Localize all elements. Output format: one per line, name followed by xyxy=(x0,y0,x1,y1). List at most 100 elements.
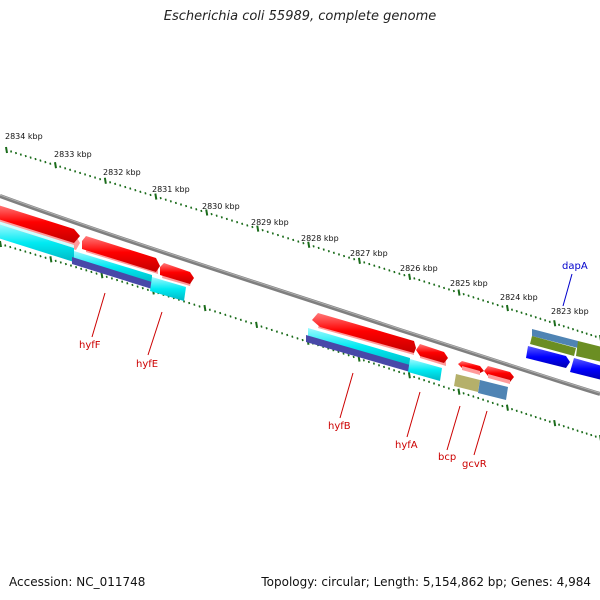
outer-tick-minor xyxy=(195,208,198,211)
outer-tick-minor xyxy=(14,151,17,155)
outer-tick-minor xyxy=(312,245,315,248)
outer-tick-minor xyxy=(261,229,264,232)
outer-tick-minor xyxy=(581,330,584,334)
ruler-label-2828: 2828 kbp xyxy=(301,234,339,243)
gene-hyfF-reverse[interactable] xyxy=(0,221,74,262)
outer-tick-minor xyxy=(383,267,386,271)
outer-tick-minor xyxy=(230,219,234,222)
outer-tick-minor xyxy=(594,335,597,338)
outer-tick-major xyxy=(505,304,509,312)
inner-tick-minor xyxy=(520,411,523,414)
outer-tick-minor xyxy=(292,238,295,242)
outer-tick-minor xyxy=(225,217,228,221)
outer-tick-minor xyxy=(236,220,239,224)
inner-tick-minor xyxy=(105,275,108,278)
outer-tick-minor xyxy=(241,222,244,225)
ruler-label-2832: 2832 kbp xyxy=(103,168,141,177)
inner-tick-minor xyxy=(301,338,304,342)
outer-tick-minor xyxy=(393,270,396,274)
outer-tick-minor xyxy=(271,232,274,235)
outer-tick-minor xyxy=(24,154,27,158)
gene-small-forward-1[interactable] xyxy=(160,263,194,286)
outer-tick-minor xyxy=(388,269,391,272)
outer-tick-minor xyxy=(215,214,218,217)
inner-tick-minor xyxy=(433,382,436,385)
inner-tick-minor xyxy=(491,401,494,405)
outer-tick-minor xyxy=(363,261,366,264)
gene-label-hyfF[interactable]: hyfF xyxy=(79,340,101,351)
accession-text: Accession: NC_011748 xyxy=(9,575,146,589)
outer-tick-minor xyxy=(317,246,320,250)
gene-label-gcvR[interactable]: gcvR xyxy=(462,459,487,470)
outer-tick-minor xyxy=(337,253,340,256)
inner-tick-minor xyxy=(291,335,294,338)
inner-tick-major xyxy=(457,388,461,395)
outer-tick-minor xyxy=(99,177,102,181)
leader-hyfE xyxy=(147,311,163,356)
gene-hyfB-forward[interactable] xyxy=(312,313,416,355)
outer-tick-track xyxy=(5,146,600,342)
gene-hyfA-forward[interactable] xyxy=(416,344,448,366)
outer-tick-minor xyxy=(525,313,528,316)
outer-tick-minor xyxy=(282,235,285,238)
outer-tick-minor xyxy=(49,162,52,165)
outer-tick-minor xyxy=(149,193,152,197)
outer-tick-minor xyxy=(59,165,62,168)
outer-tick-minor xyxy=(79,171,82,175)
gene-label-dapA[interactable]: dapA xyxy=(562,261,588,272)
inner-tick-minor xyxy=(95,272,98,275)
outer-tick-minor xyxy=(482,299,485,302)
inner-tick-minor xyxy=(571,427,574,431)
outer-tick-minor xyxy=(29,156,32,159)
outer-tick-minor xyxy=(590,333,593,337)
inner-tick-minor xyxy=(544,418,547,422)
gene-label-hyfA[interactable]: hyfA xyxy=(395,440,418,451)
gene-label-hyfE[interactable]: hyfE xyxy=(136,359,158,370)
outer-tick-minor xyxy=(585,332,588,335)
inner-tick-minor xyxy=(198,305,201,308)
gene-label-bcp[interactable]: bcp xyxy=(438,452,456,463)
outer-tick-minor xyxy=(210,212,213,216)
inner-tick-minor xyxy=(496,403,499,406)
gene-olive-right[interactable] xyxy=(576,341,600,362)
inner-tick-major xyxy=(0,240,2,248)
inner-tick-minor xyxy=(590,433,593,437)
inner-tick-minor xyxy=(34,253,37,256)
gene-label-hyfB[interactable]: hyfB xyxy=(328,421,351,432)
outer-tick-minor xyxy=(496,303,499,307)
gene-blue-2[interactable] xyxy=(570,358,600,380)
gene-blue-1[interactable] xyxy=(526,346,570,368)
outer-tick-minor xyxy=(246,224,249,227)
outer-tick-minor xyxy=(159,196,162,200)
inner-tick-minor xyxy=(131,283,134,287)
inner-tick-minor xyxy=(352,355,355,359)
leader-hyfB xyxy=(339,372,354,419)
gene-gcvR-reverse[interactable] xyxy=(478,380,508,400)
outer-tick-minor xyxy=(486,300,490,304)
gene-hyfE-forward[interactable] xyxy=(82,236,160,274)
outer-tick-minor xyxy=(515,309,518,313)
inner-tick-minor xyxy=(585,432,588,435)
outer-tick-minor xyxy=(539,317,542,320)
gene-gcvR-forward[interactable] xyxy=(484,366,514,384)
outer-tick-minor xyxy=(94,176,97,179)
outer-tick-minor xyxy=(501,305,504,308)
inner-tick-major xyxy=(505,404,509,411)
inner-tick-minor xyxy=(121,280,124,283)
leader-bcp xyxy=(446,405,461,451)
gene-bcp-reverse[interactable] xyxy=(454,374,480,392)
inner-tick-minor xyxy=(534,415,537,419)
gene-hyfE-reverse[interactable] xyxy=(72,251,186,301)
inner-tick-minor xyxy=(136,285,139,288)
inner-tick-minor xyxy=(229,315,232,318)
outer-tick-minor xyxy=(520,311,523,314)
outer-tick-minor xyxy=(200,209,203,213)
inner-tick-minor xyxy=(442,385,445,388)
gene-dapA-top[interactable] xyxy=(530,329,578,356)
gene-bcp-forward[interactable] xyxy=(458,361,484,375)
inner-tick-minor xyxy=(529,414,533,417)
leader-dapA xyxy=(562,273,573,307)
map-title: Escherichia coli 55989, complete genome xyxy=(163,9,437,24)
gene-hyfB-reverse[interactable] xyxy=(306,328,442,381)
inner-tick-major xyxy=(407,372,411,379)
